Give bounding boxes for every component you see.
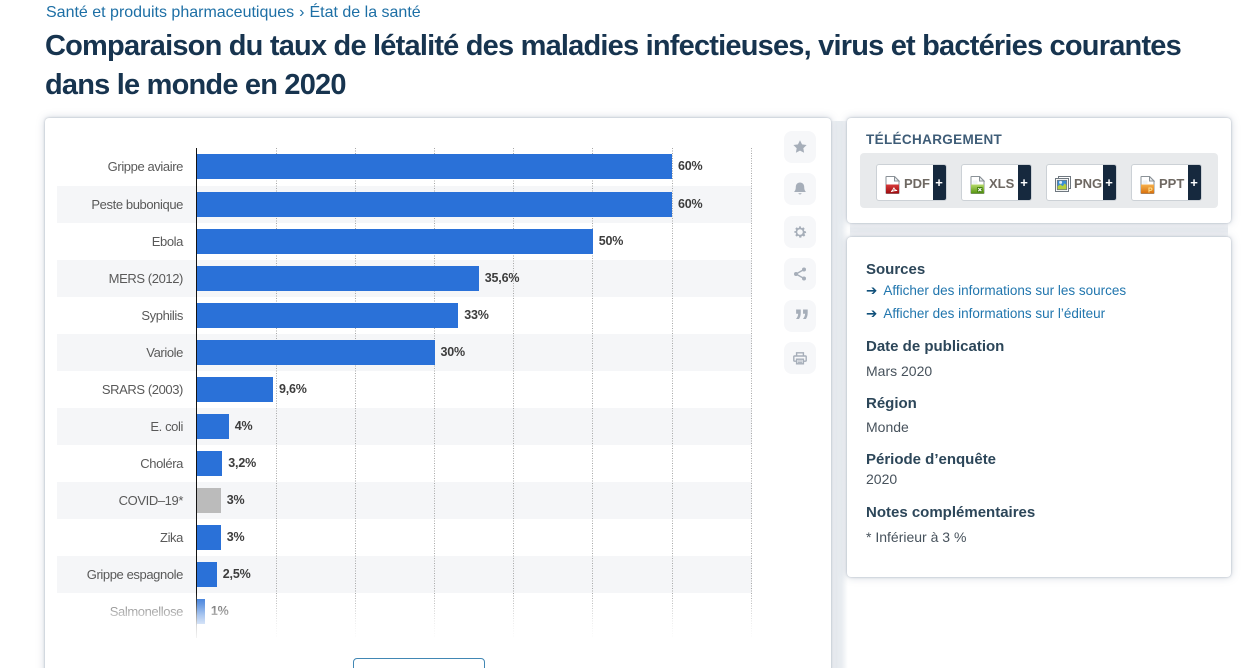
svg-text:P: P [1148,187,1153,194]
svg-text:”: ” [794,308,808,324]
